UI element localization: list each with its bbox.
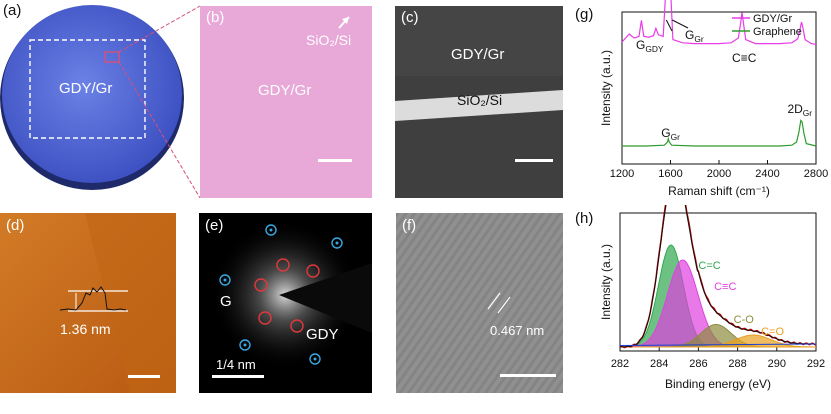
panel-c-sample-text: GDY/Gr [451,46,505,63]
series-line-graphene [622,118,817,147]
panel-b-sample-text: GDY/Gr [258,82,312,99]
x-tick-label: 284 [650,358,668,370]
x-tick-label: 282 [611,358,629,370]
panel-a: (a) GDY/Gr [0,0,190,200]
peak-label-ceo: C=O [761,326,784,338]
raman-chart: 1200 1600 2000 2400 2800 Raman shift (cm⁻¹) In… [599,0,828,198]
saed-g-label: G [220,293,232,310]
panel-a-label: (a) [3,2,22,19]
y-axis-label: Intensity (a.u.) [599,50,613,126]
sem-image [395,6,563,198]
panel-g-label: (g) [575,6,594,23]
x-tick-label: 2800 [804,168,828,180]
scale-bar [318,159,352,162]
legend-entry: Graphene [753,26,802,38]
plot-frame [619,212,817,352]
wafer-image [0,5,184,190]
peak-label-alkyne: C≡C [732,51,757,65]
x-tick-label: 286 [689,358,707,370]
arrow-g-gdy [665,19,673,32]
scale-bar [128,375,160,378]
saed-pattern [210,220,372,378]
peak-label-g-gr: GGr [685,28,704,44]
peak-label-ctc: C≡C [714,281,736,293]
panel-g: 1200 1600 2000 2400 2800 Raman shift (cm⁻¹) In… [570,0,831,205]
panel-d: (d) 1.36 nm [0,213,176,393]
panel-b: (b) SiO₂/Si GDY/Gr [200,6,372,198]
panel-e-label: (e) [205,217,224,234]
x-tick-label: 2400 [755,168,779,180]
lattice-spacing-text: 0.467 nm [490,323,545,338]
baseline [619,343,817,346]
panel-f: (f) 0.467 nm [396,213,563,393]
panel-b-overlay [318,16,352,162]
panel-c-substrate-text: SiO₂/Si [457,92,503,108]
series-line-gdy-gr [621,0,817,45]
legend-entry: GDY/Gr [753,13,792,25]
x-tick-label: 290 [768,358,786,370]
saed-scale-text: 1/4 nm [216,357,256,372]
peak-label-2d: 2DGr [787,102,812,118]
x-tick-label: 1600 [658,168,682,180]
panel-h: 282 284 286 288 290 292 Binding energy (eV) Int… [570,168,831,409]
xps-chart: 282 284 286 288 290 292 Binding energy (eV) Int… [599,168,825,391]
panel-b-label: (b) [206,9,225,26]
panel-a-sample-text: GDY/Gr [59,80,113,97]
scale-bar [500,374,556,377]
hrtem-image [396,213,563,393]
saed-gdy-label: GDY [306,326,339,343]
fit-envelope-line [619,172,816,348]
afm-height-text: 1.36 nm [60,321,111,337]
x-axis-label: Raman shift (cm⁻¹) [668,184,770,198]
peak-label-g-gdy: GGDY [636,38,664,54]
x-tick-label: 292 [807,358,825,370]
x-tick-label: 2000 [707,168,731,180]
panel-f-label: (f) [402,217,417,234]
panel-e: (e) G GDY 1/4 nm [199,213,372,393]
afm-image [0,213,176,393]
panel-c: (c) GDY/Gr SiO₂/Si [395,6,563,198]
panel-b-substrate-text: SiO₂/Si [306,32,352,48]
y-axis-label: Intensity (a.u.) [599,244,613,320]
panel-h-label: (h) [575,210,594,227]
peak-label-g-graphene: GGr [661,126,680,142]
peak-label-co: C-O [734,314,755,326]
panel-d-label: (d) [6,217,25,234]
scale-bar [212,375,264,378]
panel-c-label: (c) [401,9,419,26]
x-tick-label: 288 [728,358,746,370]
scale-bar [515,159,553,162]
peak-label-cc: C=C [698,260,720,272]
arrow-g-gr [672,19,689,29]
x-tick-label: 1200 [610,168,634,180]
x-axis-label: Binding energy (eV) [665,377,771,391]
